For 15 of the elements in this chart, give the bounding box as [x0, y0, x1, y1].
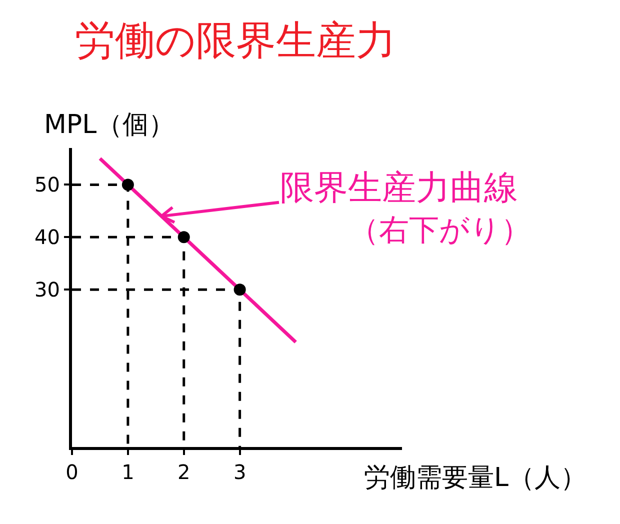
x-tick-label: 2 [177, 460, 190, 484]
point [178, 231, 190, 244]
y-axis-title: MPL（個） [44, 110, 175, 140]
x-tick-label: 0 [66, 460, 78, 484]
x-axis-title: 労働需要量L（人） [364, 463, 586, 493]
annotation: 限界生産力曲線 [280, 168, 518, 208]
y-tick-label: 50 [34, 172, 60, 197]
point [234, 284, 246, 296]
point [122, 178, 134, 191]
x-tick-label: 1 [122, 460, 134, 484]
y-tick-label: 40 [34, 225, 60, 250]
chart-title: 労働の限界生産力 [75, 18, 396, 64]
x-tick-label: 3 [233, 460, 246, 484]
annotation: （右下がり） [349, 213, 531, 248]
y-tick-label: 30 [34, 278, 60, 302]
